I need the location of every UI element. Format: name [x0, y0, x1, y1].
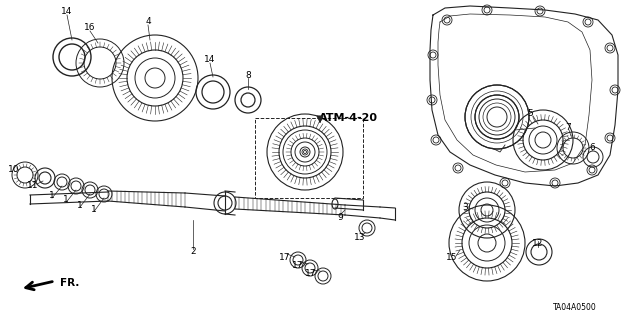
Text: 1: 1 [63, 196, 69, 204]
Text: 10: 10 [8, 165, 20, 174]
Text: 11: 11 [28, 182, 39, 190]
Text: 6: 6 [589, 143, 595, 152]
Text: 13: 13 [355, 234, 365, 242]
Text: 17: 17 [305, 269, 317, 278]
Text: 17: 17 [279, 253, 291, 262]
Text: TA04A0500: TA04A0500 [553, 303, 597, 313]
Text: 1: 1 [77, 201, 83, 210]
Text: 1: 1 [91, 205, 97, 214]
Bar [255, 118, 363, 198]
Text: 17: 17 [292, 261, 304, 270]
Text: 12: 12 [532, 240, 544, 249]
Text: 16: 16 [84, 24, 96, 33]
Text: 14: 14 [61, 8, 73, 17]
Text: 7: 7 [565, 122, 571, 131]
Text: 1: 1 [49, 191, 55, 201]
Text: 2: 2 [190, 248, 196, 256]
Text: 15: 15 [446, 254, 458, 263]
Text: 5: 5 [527, 108, 533, 117]
Text: 3: 3 [462, 204, 468, 212]
Text: ATM-4-20: ATM-4-20 [319, 113, 378, 123]
Text: 4: 4 [145, 18, 151, 26]
Text: FR.: FR. [60, 278, 79, 288]
Text: 8: 8 [245, 70, 251, 79]
Text: 9: 9 [337, 213, 343, 222]
Text: 14: 14 [204, 56, 216, 64]
